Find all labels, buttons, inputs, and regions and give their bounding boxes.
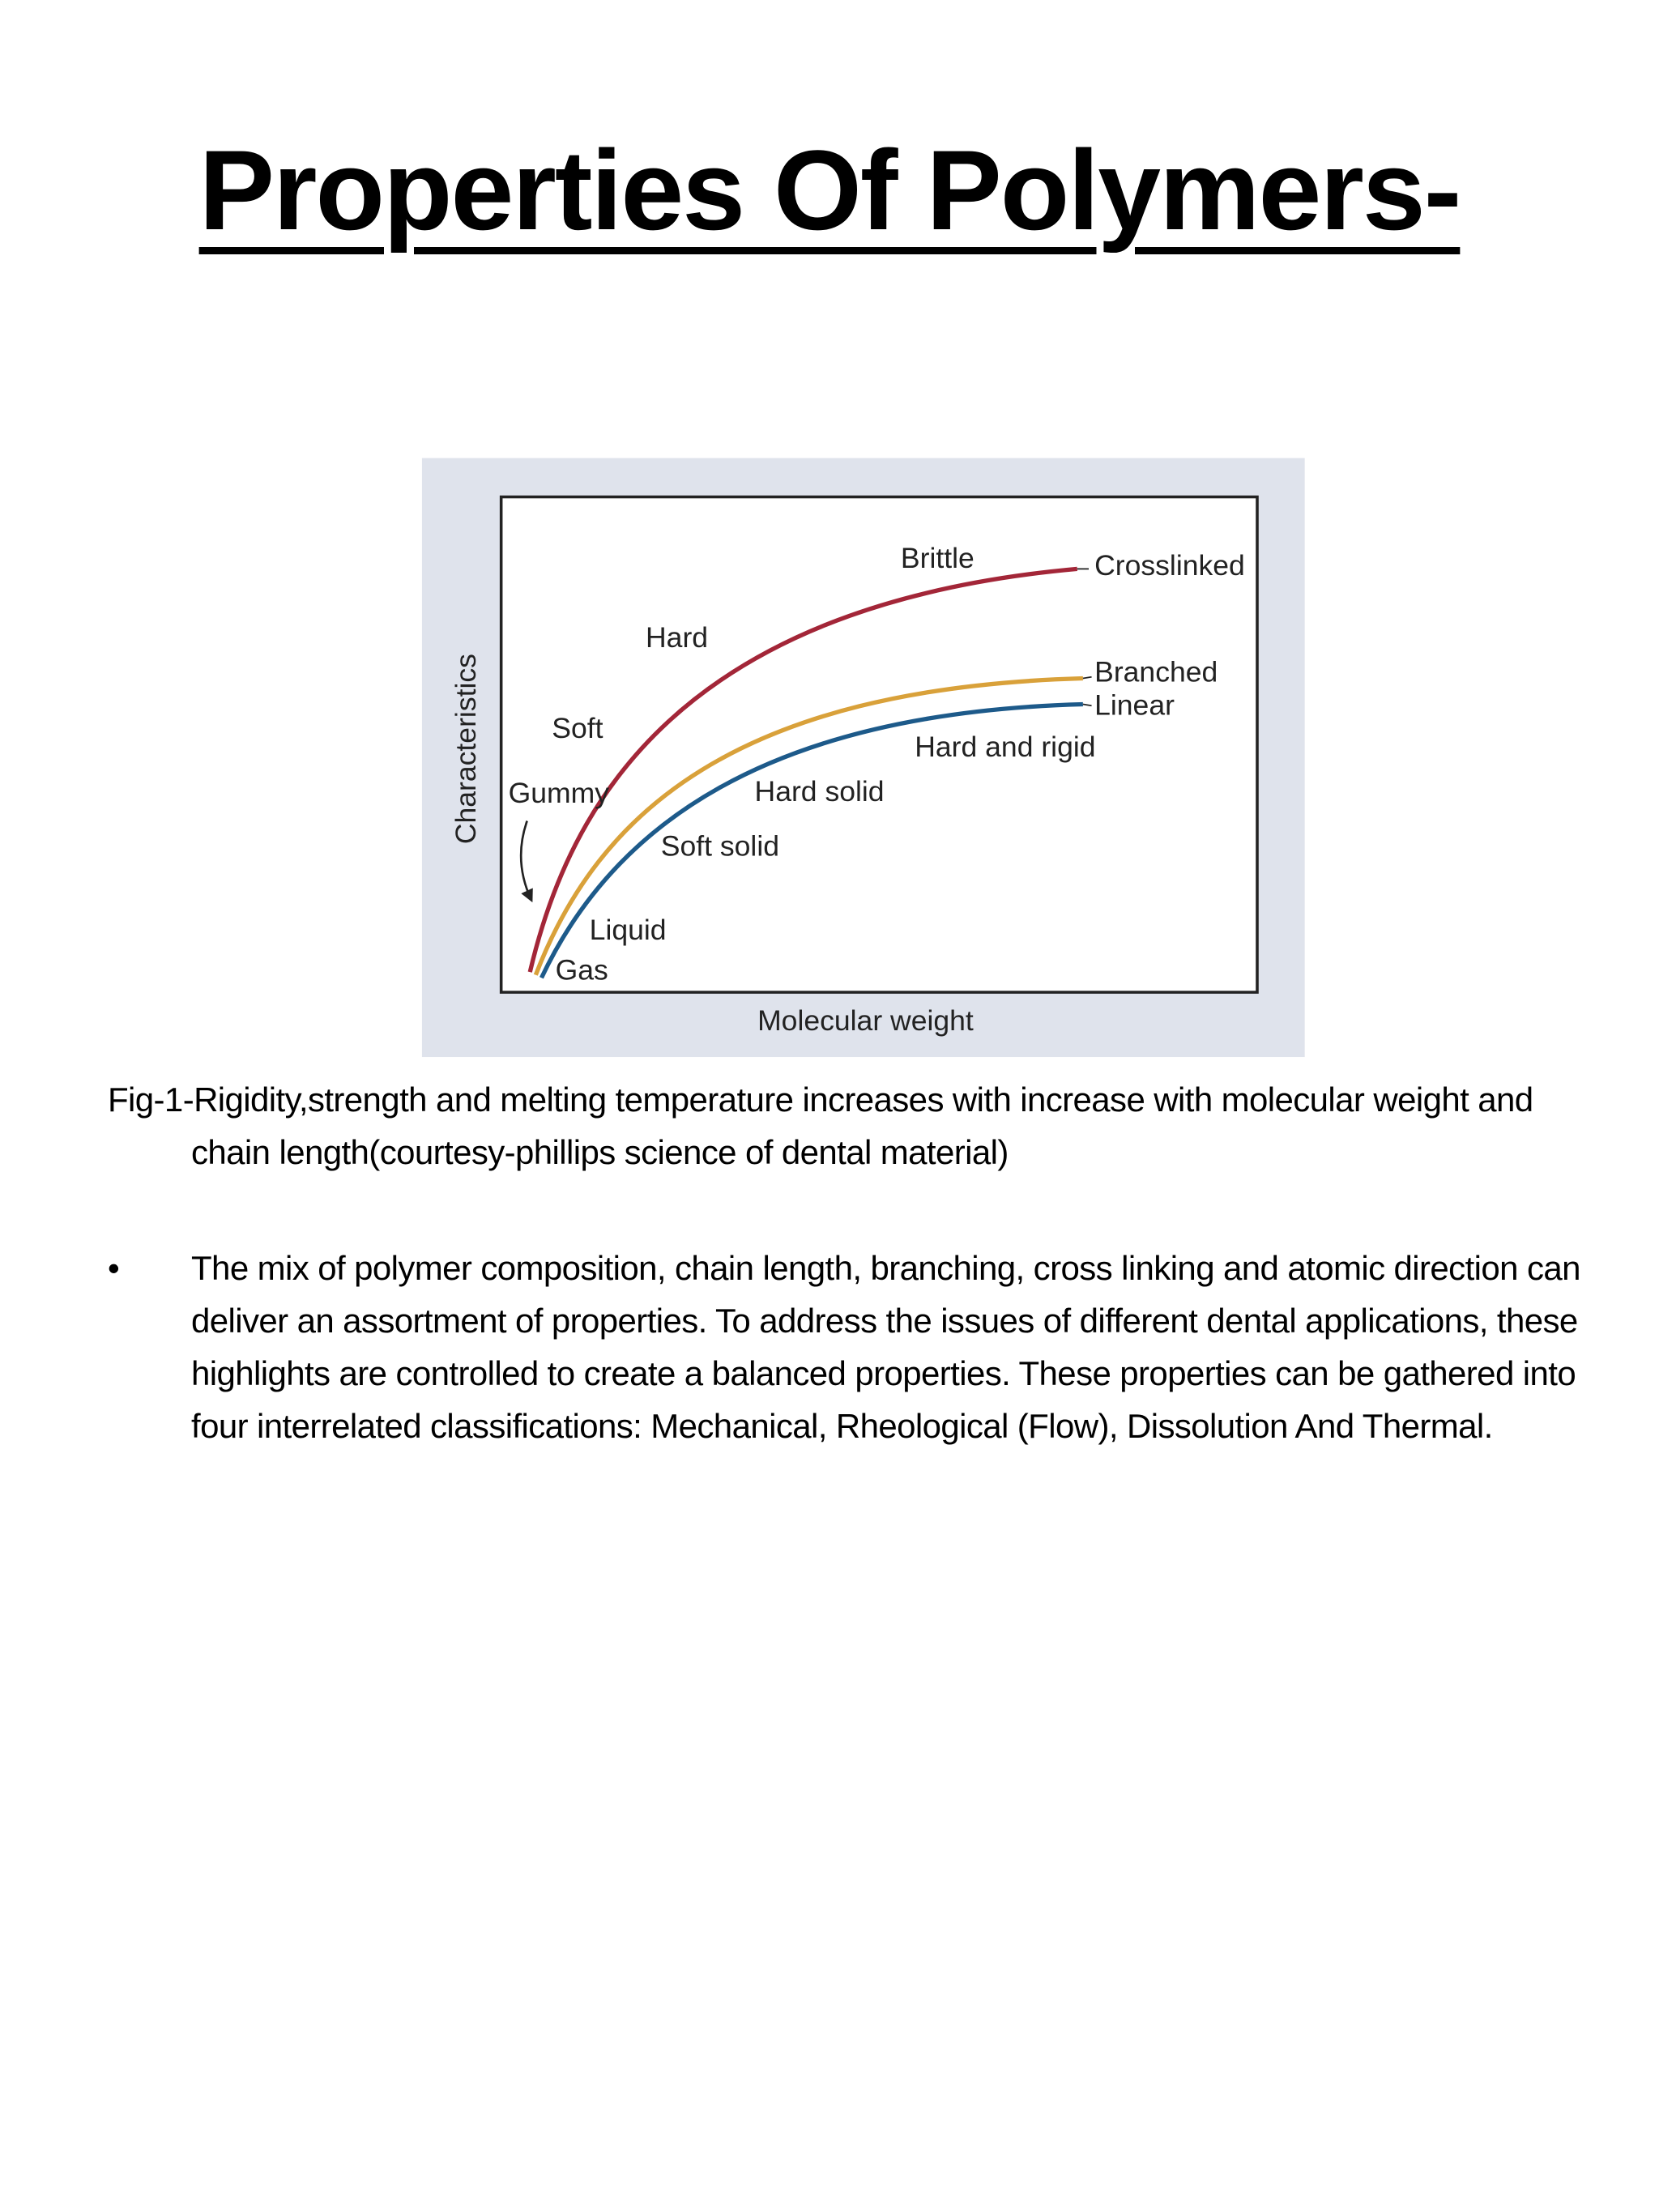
- state-label: Gas: [556, 954, 608, 987]
- curve-label: Linear: [1094, 688, 1175, 721]
- curve-label: Crosslinked: [1094, 549, 1245, 582]
- bullet-marker: •: [108, 1249, 120, 1287]
- state-label: Hard: [646, 621, 708, 654]
- y-axis-label: Characteristics: [450, 654, 482, 844]
- linear-curve: [539, 701, 1083, 979]
- arrow: [519, 820, 533, 903]
- leader-line: [1082, 703, 1092, 707]
- x-axis-label: Molecular weight: [757, 1004, 974, 1037]
- figure-caption: Fig-1-Rigidity,strength and melting temp…: [108, 1080, 1533, 1171]
- crosslinked-curve: [527, 566, 1078, 973]
- state-label: Hard and rigid: [915, 731, 1095, 763]
- slide-title: Properties Of Polymers-: [0, 121, 1659, 259]
- branched-curve: [533, 676, 1083, 976]
- state-label: Gummy: [509, 777, 610, 809]
- bullet-text: The mix of polymer composition, chain le…: [191, 1249, 1580, 1445]
- state-label: Hard solid: [755, 775, 885, 808]
- state-label: Soft solid: [661, 830, 779, 863]
- title-text: Properties Of Polymers-: [198, 126, 1462, 254]
- leader-line: [1082, 676, 1092, 680]
- curve-label: Branched: [1094, 656, 1218, 688]
- plot-frame: [499, 495, 1259, 994]
- state-label: Brittle: [901, 542, 975, 574]
- state-label: Soft: [552, 712, 603, 744]
- bullet-item: • The mix of polymer composition, chain …: [108, 1242, 1617, 1452]
- state-label: Liquid: [590, 914, 667, 946]
